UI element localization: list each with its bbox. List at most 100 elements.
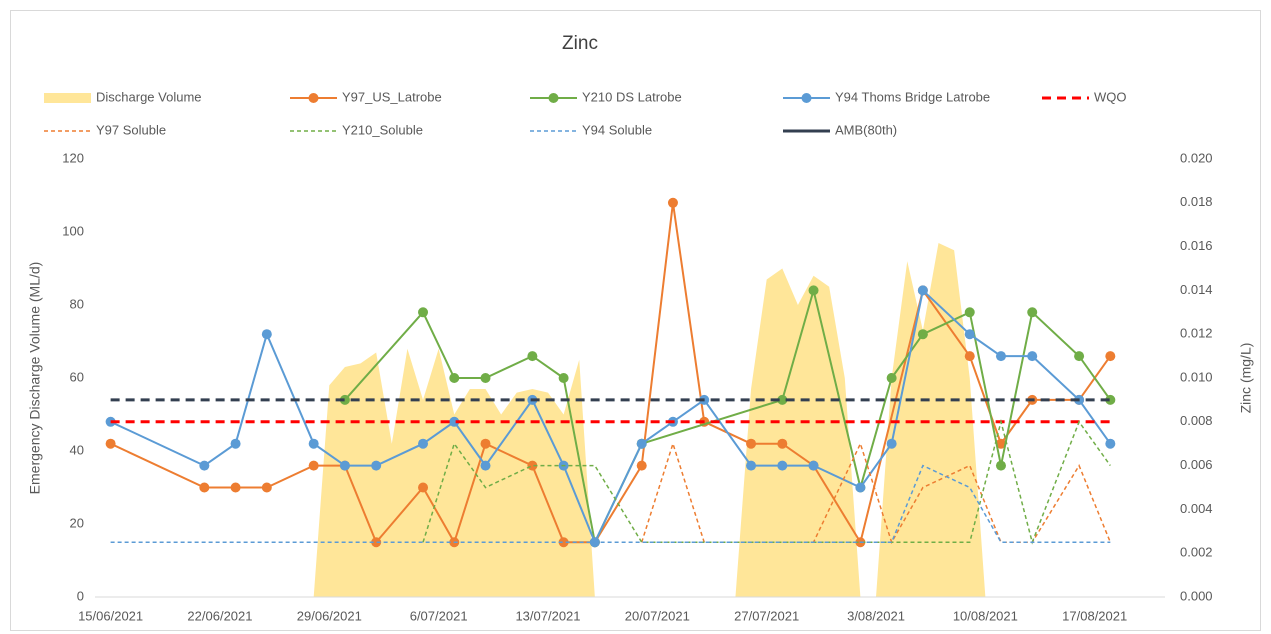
y-tick-label: 60 <box>70 369 84 384</box>
legend-label: Y97 Soluble <box>96 122 166 137</box>
y2-tick-label: 0.008 <box>1180 413 1213 428</box>
series-marker <box>418 438 429 449</box>
legend-label: Y94 Thoms Bridge Latrobe <box>835 89 990 104</box>
y2-tick-label: 0.010 <box>1180 369 1213 384</box>
series-marker <box>995 351 1006 362</box>
series-marker <box>449 373 460 383</box>
x-tick-label: 17/08/2021 <box>1062 608 1127 623</box>
chart-frame <box>10 10 1261 631</box>
series-marker <box>917 285 928 296</box>
y-tick-label: 0 <box>77 588 84 603</box>
series-marker <box>777 394 788 405</box>
x-tick-label: 13/07/2021 <box>515 608 580 623</box>
series-marker <box>1105 394 1116 405</box>
y2-axis-title: Zinc (mg/L) <box>1238 343 1254 414</box>
series-marker <box>1027 307 1038 318</box>
series-marker <box>886 438 897 449</box>
series-marker <box>667 197 678 208</box>
discharge-area <box>313 242 986 597</box>
x-tick-label: 10/08/2021 <box>953 608 1018 623</box>
series-marker <box>1074 351 1085 362</box>
series-marker <box>636 460 647 471</box>
series-marker <box>527 460 538 471</box>
series-marker <box>230 438 241 449</box>
series-marker <box>777 460 788 471</box>
legend-label: WQO <box>1094 89 1127 104</box>
series-marker <box>261 329 272 340</box>
series-marker <box>855 482 866 493</box>
series-marker <box>1105 438 1116 449</box>
y-tick-label: 40 <box>70 442 84 457</box>
x-tick-label: 15/06/2021 <box>78 608 143 623</box>
series-marker <box>964 329 975 340</box>
y2-tick-label: 0.006 <box>1180 457 1213 472</box>
y-tick-label: 20 <box>70 515 84 530</box>
series-marker <box>636 438 647 449</box>
y2-tick-label: 0.016 <box>1180 238 1213 253</box>
series-marker <box>558 537 569 548</box>
series-line <box>344 286 1112 546</box>
series-marker <box>199 460 210 471</box>
series-marker <box>995 460 1006 471</box>
series-marker <box>995 438 1006 449</box>
series-marker <box>777 438 788 449</box>
series-marker <box>230 482 241 493</box>
soluble-line <box>641 441 1112 545</box>
series-marker <box>418 482 429 493</box>
series-marker <box>339 460 350 471</box>
series-marker <box>261 482 272 493</box>
y2-tick-label: 0.004 <box>1180 501 1213 516</box>
series-marker <box>1105 351 1116 362</box>
series-marker <box>339 394 350 405</box>
series-marker <box>558 373 569 383</box>
y-tick-label: 80 <box>70 296 84 311</box>
legend-label: Discharge Volume <box>96 89 202 104</box>
series-marker <box>418 307 429 318</box>
y2-tick-label: 0.002 <box>1180 545 1213 560</box>
series-marker <box>964 307 975 318</box>
legend-label: Y210 DS Latrobe <box>582 89 682 104</box>
series-marker <box>449 416 460 427</box>
legend-swatch <box>44 93 91 103</box>
series-marker <box>746 438 757 449</box>
series-marker <box>308 438 319 449</box>
legend-label: Y97_US_Latrobe <box>342 89 442 104</box>
series-marker <box>1027 351 1038 362</box>
series-marker <box>105 438 116 449</box>
series-marker <box>371 460 382 471</box>
legend-marker <box>801 93 812 103</box>
legend-label: Y210_Soluble <box>342 122 423 137</box>
series-marker <box>886 373 897 383</box>
legend-marker <box>308 93 319 103</box>
x-tick-label: 3/08/2021 <box>847 608 905 623</box>
legend-marker <box>548 93 559 103</box>
y2-tick-label: 0.012 <box>1180 326 1213 341</box>
series-marker <box>964 351 975 362</box>
y2-tick-label: 0.018 <box>1180 194 1213 209</box>
y2-tick-label: 0.014 <box>1180 282 1213 297</box>
series-marker <box>480 373 491 383</box>
x-tick-label: 27/07/2021 <box>734 608 799 623</box>
y-tick-label: 120 <box>62 150 84 165</box>
y-axis-title: Emergency Discharge Volume (ML/d) <box>27 262 43 495</box>
series-marker <box>808 285 819 296</box>
x-tick-label: 6/07/2021 <box>410 608 468 623</box>
series-marker <box>480 460 491 471</box>
y2-tick-label: 0.020 <box>1180 150 1213 165</box>
soluble-line <box>110 464 1111 543</box>
legend-label: Y94 Soluble <box>582 122 652 137</box>
series-marker <box>480 438 491 449</box>
y2-tick-label: 0.000 <box>1180 588 1213 603</box>
x-tick-label: 29/06/2021 <box>297 608 362 623</box>
series-marker <box>808 460 819 471</box>
series-marker <box>917 329 928 340</box>
chart-title: Zinc <box>562 33 598 54</box>
x-tick-label: 22/06/2021 <box>187 608 252 623</box>
series-marker <box>371 537 382 548</box>
series-marker <box>746 460 757 471</box>
x-tick-label: 20/07/2021 <box>625 608 690 623</box>
series-marker <box>527 351 538 362</box>
y-tick-label: 100 <box>62 223 84 238</box>
series-marker <box>308 460 319 471</box>
